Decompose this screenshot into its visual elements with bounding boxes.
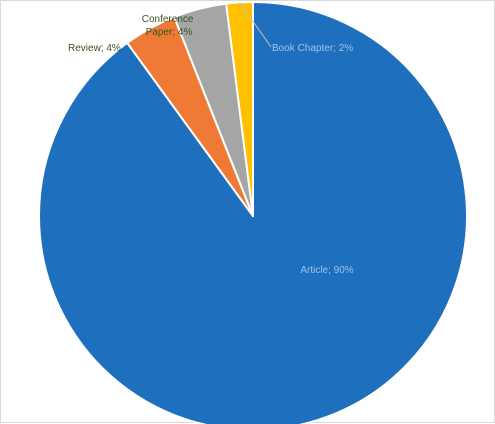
data-label-book-chapter: Book Chapter; 2% (272, 43, 353, 54)
leader-line-book-chapter (239, 2, 272, 48)
data-label-article: Article; 90% (300, 265, 353, 276)
data-labels: Article; 90% Review; 4% Conference Paper… (68, 14, 354, 276)
pie-slices (38, 1, 468, 424)
leader-lines (239, 2, 272, 48)
data-label-conference-paper: Conference Paper; 4% (142, 14, 196, 38)
data-label-conference-paper-line-2: Paper; 4% (146, 27, 193, 38)
data-label-review: Review; 4% (68, 43, 121, 54)
data-label-conference-paper-line-1: Conference (142, 14, 194, 25)
